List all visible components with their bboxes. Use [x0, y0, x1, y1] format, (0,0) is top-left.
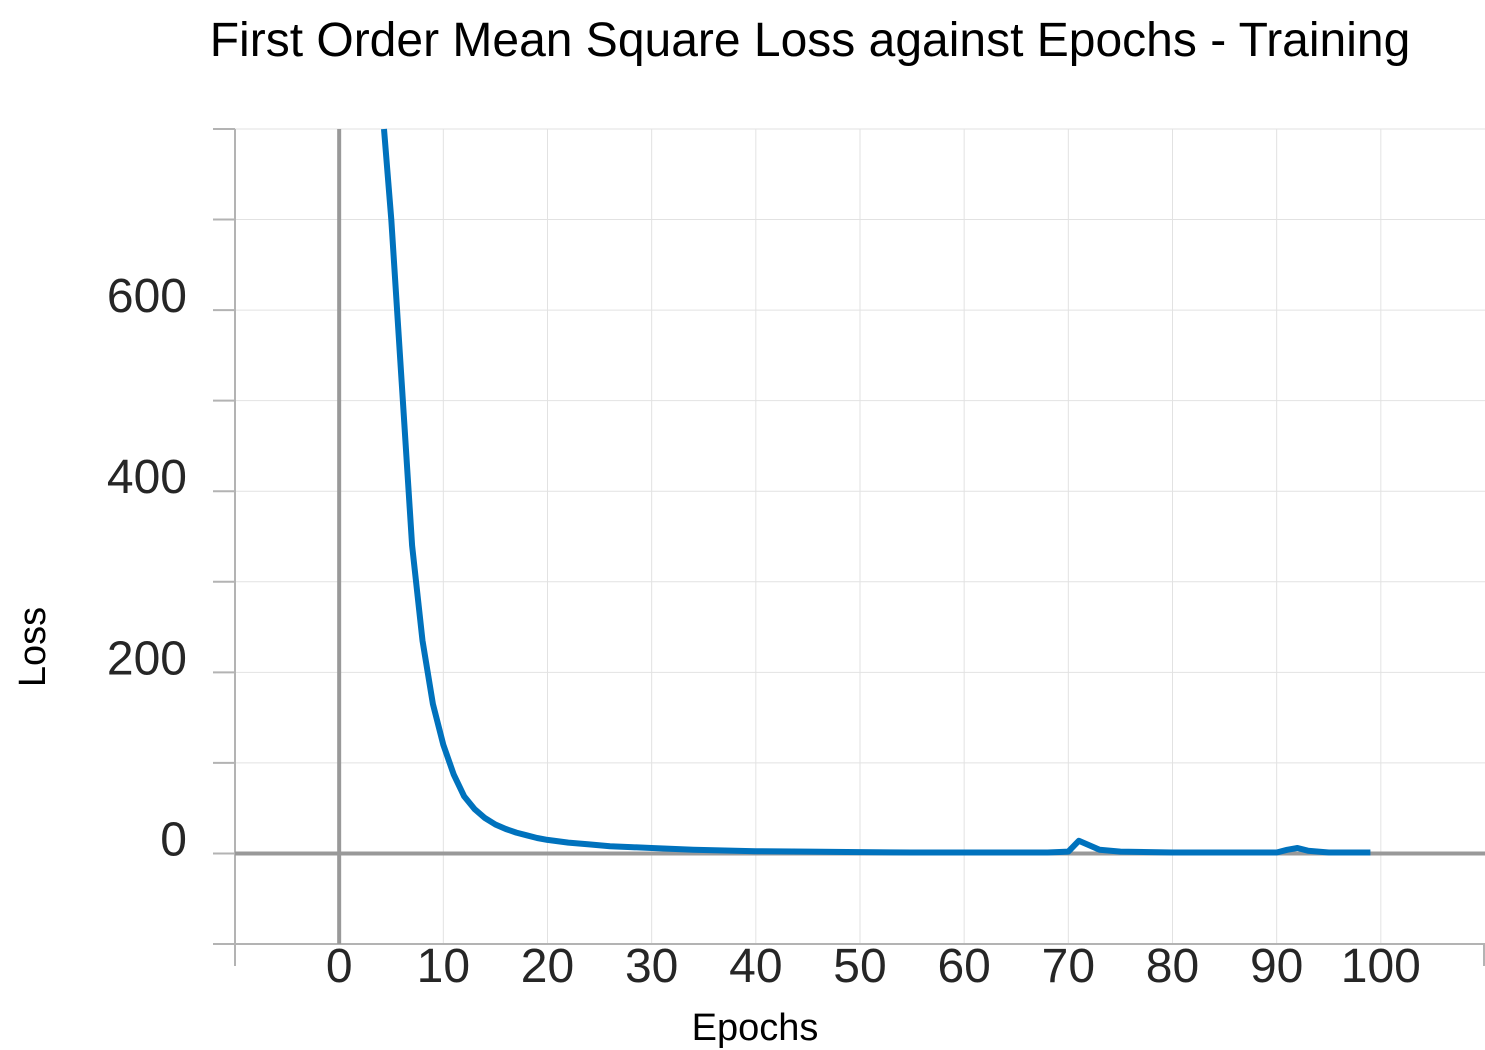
x-tick-label: 60 — [937, 940, 990, 993]
x-tick-label: 70 — [1042, 940, 1095, 993]
y-axis-label: Loss — [12, 607, 54, 687]
y-tick-label: 0 — [160, 813, 187, 866]
tick-labels: 0 10 20 30 40 50 60 70 80 90 100 0 200 400 600 — [107, 270, 1421, 993]
x-tick-label: 0 — [326, 940, 353, 993]
x-tick-label: 90 — [1250, 940, 1303, 993]
x-tick-label: 50 — [833, 940, 886, 993]
series-group — [381, 128, 1371, 856]
y-tick-label: 600 — [107, 270, 187, 323]
y-tick-label: 400 — [107, 451, 187, 504]
x-axis-label: Epochs — [692, 1007, 819, 1049]
chart-title: First Order Mean Square Loss against Epo… — [210, 14, 1411, 67]
tick-marks — [213, 128, 236, 966]
x-tick-label: 40 — [729, 940, 782, 993]
y-tick-label: 200 — [107, 632, 187, 685]
x-tick-label: 20 — [521, 940, 574, 993]
series-line — [381, 128, 1371, 856]
x-tick-label: 100 — [1341, 940, 1421, 993]
x-tick-label: 30 — [625, 940, 678, 993]
plot-frame — [234, 129, 1485, 966]
x-tick-label: 80 — [1146, 940, 1199, 993]
grid — [235, 128, 1485, 944]
x-tick-label: 10 — [417, 940, 470, 993]
